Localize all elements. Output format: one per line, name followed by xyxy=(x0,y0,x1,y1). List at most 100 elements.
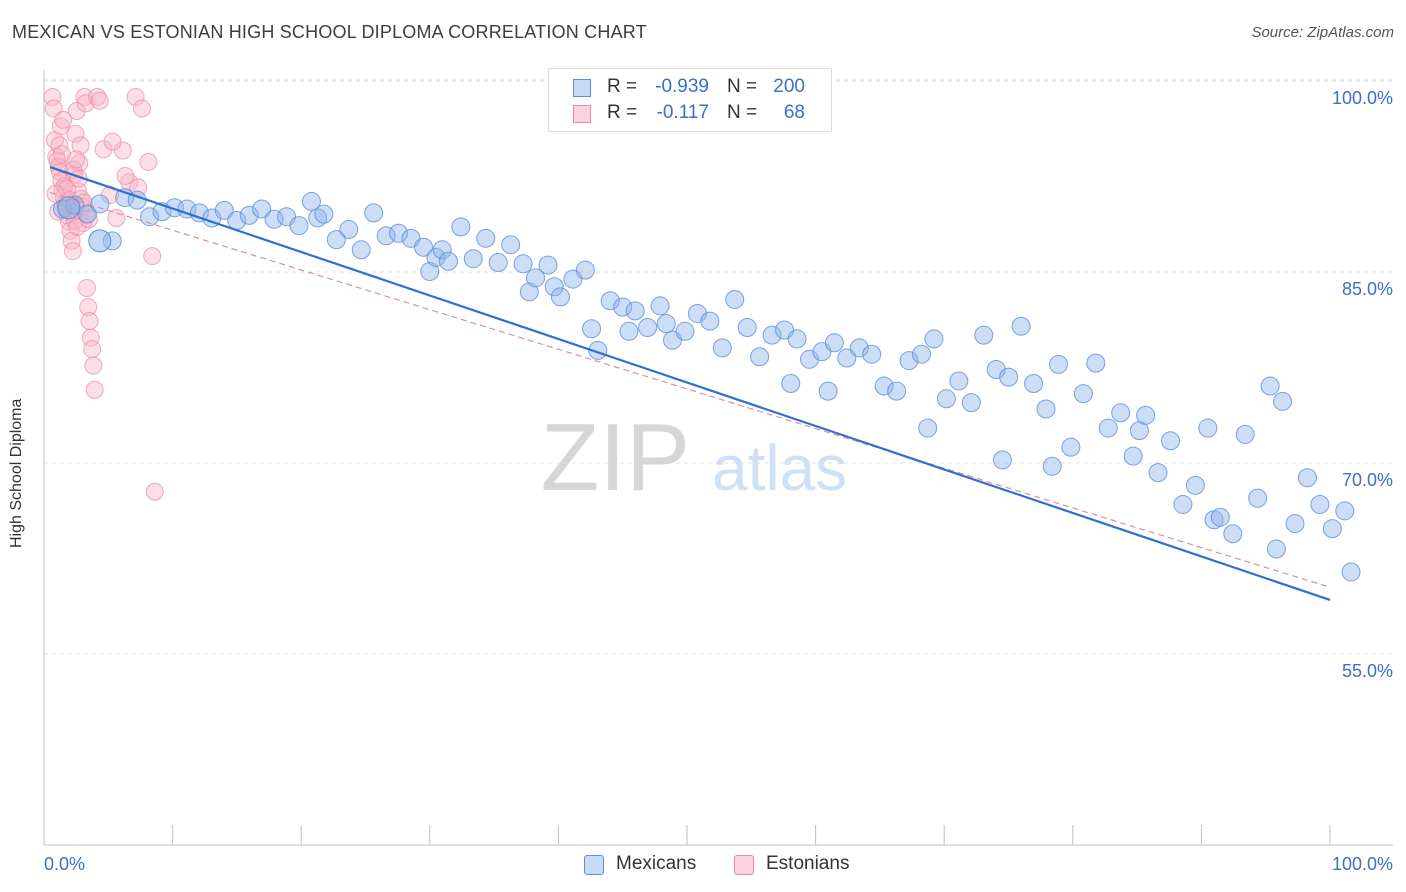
y-tick-label: 100.0% xyxy=(1332,88,1393,108)
axes xyxy=(43,70,1393,846)
estonian-point xyxy=(90,91,109,110)
mexican-point xyxy=(787,329,807,349)
mexican-point xyxy=(824,333,844,353)
mexican-point xyxy=(675,321,695,341)
mexican-point xyxy=(1042,456,1062,476)
mexican-point xyxy=(818,381,838,401)
mexican-point xyxy=(1248,488,1268,508)
estonian-point xyxy=(71,136,90,155)
mexican-point xyxy=(426,247,446,267)
estonian-point xyxy=(81,328,100,347)
mexican-point xyxy=(737,317,757,337)
mexican-point xyxy=(1310,494,1330,514)
n-label: N = xyxy=(727,102,758,123)
mexican-point xyxy=(1024,374,1044,393)
estonian-point xyxy=(54,110,73,129)
mexican-point xyxy=(992,450,1012,470)
mexican-point xyxy=(1123,446,1143,466)
mexican-point xyxy=(308,208,328,228)
mexican-point xyxy=(301,191,321,211)
mexican-point xyxy=(1111,403,1131,423)
mexican-point xyxy=(326,230,346,250)
mexican-point xyxy=(656,314,676,334)
mexican-point xyxy=(451,217,471,237)
r-value: -0.117 xyxy=(656,102,709,123)
estonians-trend-line xyxy=(49,191,1331,588)
estonian-point xyxy=(85,380,104,399)
estonian-point xyxy=(145,482,164,501)
mexican-point xyxy=(874,376,894,396)
mexican-point xyxy=(619,321,639,341)
estonian-point xyxy=(116,166,135,185)
estonian-point xyxy=(67,150,86,169)
mexican-point xyxy=(1086,353,1106,373)
mexican-point xyxy=(750,347,770,367)
mexicans-legend-swatch xyxy=(584,855,604,875)
mexican-point xyxy=(638,317,658,337)
mexican-point xyxy=(501,235,521,255)
chart-title: MEXICAN VS ESTONIAN HIGH SCHOOL DIPLOMA … xyxy=(12,22,647,42)
mexican-point xyxy=(1335,501,1355,521)
mexican-point xyxy=(1210,507,1230,527)
y-tick-label: 85.0% xyxy=(1342,279,1393,299)
mexican-point xyxy=(526,268,546,288)
stats-legend: R = -0.939 N = 200 R = -0.117 N = 68 xyxy=(548,68,832,132)
estonian-point xyxy=(139,152,158,171)
mexican-point xyxy=(887,381,907,401)
mexican-point xyxy=(1098,418,1118,438)
mexican-point xyxy=(550,287,570,307)
mexicans-points xyxy=(52,188,1361,582)
mexican-point xyxy=(837,348,857,368)
mexican-point xyxy=(264,209,284,229)
estonian-point xyxy=(113,141,132,160)
estonian-point xyxy=(83,340,102,359)
estonian-point xyxy=(143,247,162,266)
mexican-point xyxy=(849,338,869,358)
estonian-point xyxy=(133,99,151,118)
mexican-point xyxy=(1285,514,1305,534)
mexican-point xyxy=(600,291,620,311)
estonians-points xyxy=(43,88,164,501)
mexican-point xyxy=(177,199,197,219)
mexican-point xyxy=(1341,562,1361,582)
stats-row-estonians: R = -0.117 N = 68 xyxy=(549,101,831,127)
watermark-zip: ZIP xyxy=(541,404,690,511)
mexican-point xyxy=(575,260,595,280)
mexican-point xyxy=(389,223,409,243)
mexican-point xyxy=(351,240,371,260)
mexican-point xyxy=(90,194,110,214)
x-tick-label-max: 100.0% xyxy=(1332,854,1393,874)
tick-labels: 100.0% 85.0% 70.0% 55.0% 0.0% 100.0% xyxy=(44,88,1393,874)
mexican-point xyxy=(781,374,801,393)
y-tick-label: 70.0% xyxy=(1342,470,1393,490)
mexican-point xyxy=(364,203,384,223)
estonian-point xyxy=(94,140,113,159)
mexican-point xyxy=(239,205,259,225)
r-label: R = xyxy=(607,102,638,123)
mexican-point xyxy=(420,261,440,281)
mexicans-trend-line xyxy=(49,165,1331,602)
n-label: N = xyxy=(727,76,758,97)
mexican-point xyxy=(1260,376,1280,396)
estonian-point xyxy=(75,88,94,106)
mexican-point xyxy=(725,289,745,309)
grid-lines xyxy=(44,79,1393,655)
mexican-point xyxy=(1297,468,1317,488)
mexican-point xyxy=(1223,524,1243,544)
mexican-point xyxy=(918,418,938,438)
estonian-point xyxy=(80,312,99,331)
estonian-point xyxy=(55,177,74,196)
n-value: 68 xyxy=(783,102,805,123)
mexican-point xyxy=(339,219,359,239)
mexican-point xyxy=(1266,539,1286,559)
stats-row-mexicans: R = -0.939 N = 200 xyxy=(549,75,831,101)
estonian-point xyxy=(66,124,85,143)
mexican-point xyxy=(538,255,558,275)
mexican-point xyxy=(862,344,882,364)
mexican-point xyxy=(140,207,160,227)
mexican-point xyxy=(414,237,433,257)
mexican-point xyxy=(949,371,969,391)
mexican-point xyxy=(544,277,564,297)
mexican-point xyxy=(613,297,633,317)
